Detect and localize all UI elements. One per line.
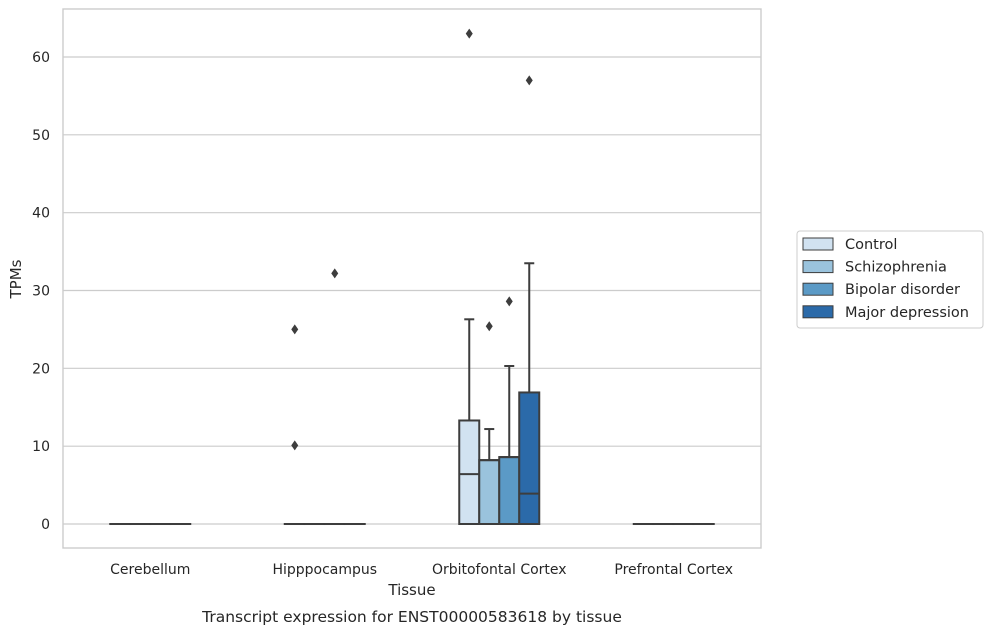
x-tick-label: Hipppocampus — [272, 562, 377, 578]
legend-label: Major depression — [845, 305, 969, 321]
y-tick-label: 30 — [32, 284, 50, 300]
legend-frame — [796, 230, 984, 329]
outlier-point — [291, 324, 299, 335]
y-tick-label: 60 — [32, 50, 50, 66]
outlier-point — [525, 75, 533, 86]
y-tick-label: 40 — [32, 206, 50, 222]
x-tick-label: Cerebellum — [110, 562, 190, 578]
boxes — [109, 28, 715, 526]
y-tick-label: 10 — [32, 439, 50, 455]
outlier-point — [291, 440, 299, 451]
legend-swatch — [802, 305, 834, 319]
chart-caption: Transcript expression for ENST0000058361… — [201, 608, 622, 626]
outlier-point — [505, 296, 513, 307]
outlier-point — [331, 268, 339, 279]
outlier-point — [485, 321, 493, 332]
y-axis-title: TPMs — [7, 259, 25, 299]
x-tick-label: Orbitofontal Cortex — [432, 562, 567, 578]
legend-label: Control — [845, 237, 897, 253]
legend: Control Schizophrenia Bipolar disorder Majo… — [796, 230, 984, 329]
plot-frame — [62, 8, 762, 549]
y-tick-label: 20 — [32, 361, 50, 377]
x-tick-labels: Cerebellum Hipppocampus Orbitofontal Corte… — [110, 562, 733, 578]
outlier-point — [465, 28, 473, 39]
y-tick-label: 50 — [32, 128, 50, 144]
legend-label: Bipolar disorder — [845, 282, 960, 298]
y-tick-label: 0 — [41, 517, 50, 533]
y-tick-labels: 0 10 20 30 40 50 60 — [32, 50, 50, 533]
gridlines — [63, 56, 761, 525]
x-axis-title: Tissue — [387, 581, 435, 599]
legend-swatch — [802, 260, 834, 274]
legend-label: Schizophrenia — [845, 260, 947, 276]
box — [498, 456, 521, 525]
legend-swatch — [802, 237, 834, 251]
box — [458, 419, 481, 525]
box — [478, 459, 501, 525]
box — [518, 391, 541, 525]
legend-swatch — [802, 282, 834, 296]
x-tick-label: Prefrontal Cortex — [614, 562, 733, 578]
